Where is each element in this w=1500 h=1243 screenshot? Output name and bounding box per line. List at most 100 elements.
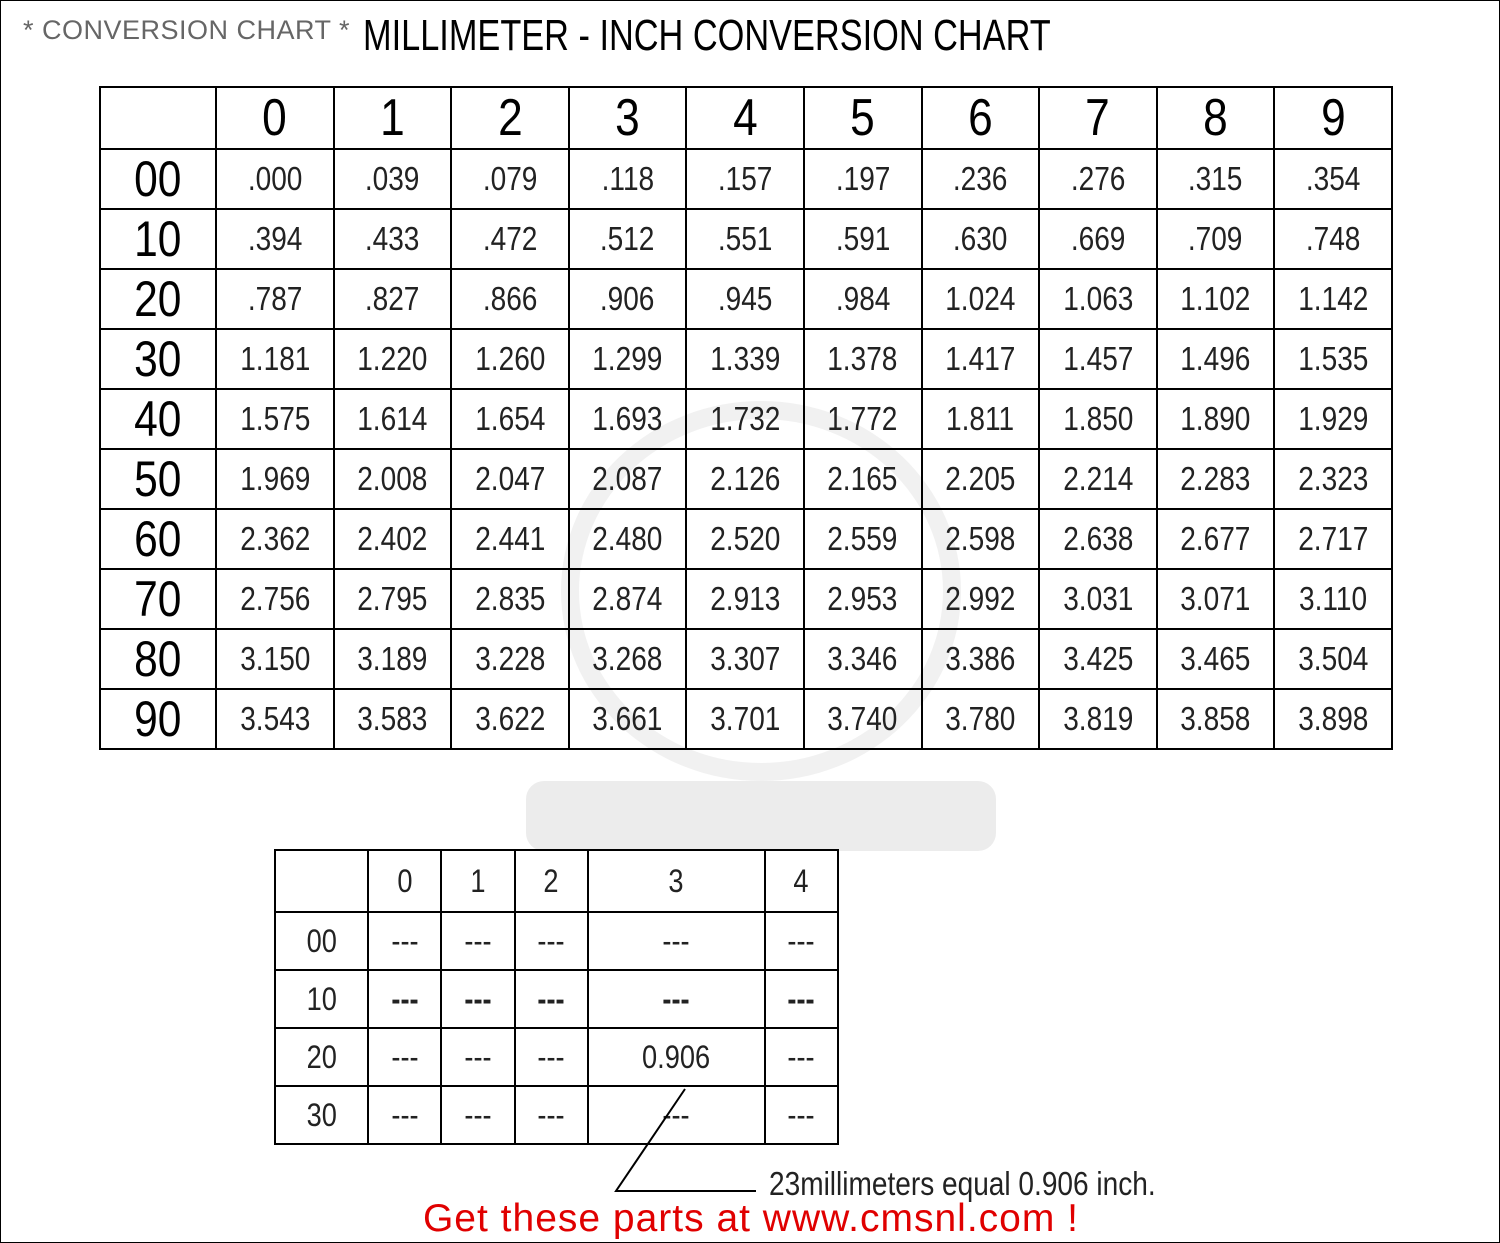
value-cell: 2.795 <box>332 568 453 630</box>
value-cell: 2.677 <box>1155 508 1276 570</box>
column-header: 3 <box>586 849 766 913</box>
value-text: 1.339 <box>710 340 781 377</box>
value-text: .315 <box>1188 160 1243 197</box>
chart-title: MILLIMETER - INCH CONVERSION CHART <box>363 11 1051 60</box>
value-text: 1.378 <box>827 340 898 377</box>
value-text: .472 <box>482 220 538 257</box>
value-cell: 2.874 <box>567 568 688 630</box>
value-cell: 2.835 <box>450 568 570 630</box>
row-label: 10 <box>274 969 369 1029</box>
value-cell: .787 <box>215 268 335 330</box>
row-label-text: 30 <box>134 331 182 387</box>
value-cell: 3.110 <box>1273 568 1393 630</box>
value-cell: 1.772 <box>802 388 923 450</box>
row-label: 90 <box>99 688 217 750</box>
value-cell: 3.150 <box>215 628 335 690</box>
value-text: 2.598 <box>945 520 1016 557</box>
row-label-text: 90 <box>134 691 182 747</box>
value-text: .157 <box>717 160 773 197</box>
value-cell: .984 <box>802 268 923 330</box>
value-cell: .709 <box>1155 208 1276 270</box>
promo-link[interactable]: Get these parts at www.cmsnl.com ! <box>422 1197 1080 1240</box>
value-cell: .866 <box>450 268 570 330</box>
value-cell: .079 <box>450 148 570 210</box>
value-cell: .669 <box>1038 208 1158 270</box>
example-table: 0 1 2 3 4 00 --- --- --- --- --- 10 --- --- --- --- --- 2… <box>274 849 840 1145</box>
value-cell: --- <box>366 969 443 1029</box>
value-text: --- <box>391 1096 419 1133</box>
value-cell: --- <box>366 911 443 971</box>
value-cell: 2.047 <box>450 448 570 510</box>
value-cell: 1.024 <box>920 268 1041 330</box>
corner-cell <box>99 86 217 150</box>
value-text: .000 <box>247 160 303 197</box>
value-text: --- <box>662 980 690 1017</box>
column-header: 8 <box>1155 86 1276 150</box>
value-text: 2.165 <box>827 460 898 497</box>
value-text: .945 <box>717 280 773 317</box>
value-cell: 1.260 <box>450 328 570 390</box>
value-text: 3.898 <box>1298 700 1369 737</box>
value-text: --- <box>787 980 815 1017</box>
value-text: .787 <box>247 280 303 317</box>
value-cell: 1.614 <box>332 388 453 450</box>
column-header: 2 <box>513 849 589 913</box>
row-label: 10 <box>99 208 217 270</box>
column-header: 4 <box>685 86 805 150</box>
value-cell: .945 <box>685 268 805 330</box>
value-cell: 3.425 <box>1038 628 1158 690</box>
value-cell: .472 <box>450 208 570 270</box>
column-header-label: 9 <box>1320 89 1346 147</box>
value-cell: 2.441 <box>450 508 570 570</box>
value-text: --- <box>464 922 492 959</box>
value-text: 0.906 <box>642 1038 711 1075</box>
column-header-label: 3 <box>615 89 640 147</box>
value-text: 3.740 <box>827 700 898 737</box>
value-text: 2.717 <box>1298 520 1369 557</box>
value-text: --- <box>464 1096 492 1133</box>
table-row: 30 1.181 1.220 1.260 1.299 1.339 1.378 1.417 1.4… <box>99 328 1393 390</box>
value-cell: 1.417 <box>920 328 1041 390</box>
value-text: 2.402 <box>357 520 428 557</box>
value-cell: .118 <box>567 148 688 210</box>
value-cell: --- <box>763 969 840 1029</box>
value-text: 2.008 <box>357 460 428 497</box>
table-row: 70 2.756 2.795 2.835 2.874 2.913 2.953 2.992 3.0… <box>99 568 1393 630</box>
value-cell: --- <box>586 969 766 1029</box>
table-row: 80 3.150 3.189 3.228 3.268 3.307 3.346 3.386 3.4… <box>99 628 1393 690</box>
row-label-text: 70 <box>134 571 182 627</box>
value-text: 2.835 <box>474 580 546 617</box>
value-cell: 1.693 <box>567 388 688 450</box>
value-text: 2.283 <box>1180 460 1251 497</box>
value-text: .709 <box>1188 220 1243 257</box>
value-text: .984 <box>835 280 891 317</box>
value-cell: --- <box>586 911 766 971</box>
column-header-label: 6 <box>968 89 993 147</box>
value-text: --- <box>662 922 690 959</box>
value-cell: 1.850 <box>1038 388 1158 450</box>
table-row: 20 .787 .827 .866 .906 .945 .984 1.024 1.063 1.10… <box>99 268 1393 330</box>
value-cell: 0.906 <box>586 1027 766 1087</box>
value-text: .354 <box>1305 160 1361 197</box>
value-text: --- <box>787 1096 815 1133</box>
value-text: 3.504 <box>1298 640 1369 677</box>
value-cell: .551 <box>685 208 805 270</box>
value-text: 3.268 <box>592 640 663 677</box>
value-text: .630 <box>953 220 1008 257</box>
row-label-text: 10 <box>306 980 337 1017</box>
value-text: --- <box>464 980 492 1017</box>
value-text: 3.346 <box>827 640 898 677</box>
row-label-text: 00 <box>306 922 337 959</box>
row-label-text: 30 <box>306 1096 337 1133</box>
value-text: --- <box>391 922 419 959</box>
value-cell: 3.504 <box>1273 628 1393 690</box>
value-cell: 3.228 <box>450 628 570 690</box>
row-label: 50 <box>99 448 217 510</box>
value-text: 1.614 <box>357 400 428 437</box>
value-text: .276 <box>1070 160 1126 197</box>
row-label: 70 <box>99 568 217 630</box>
row-label: 80 <box>99 628 217 690</box>
column-header-label: 4 <box>793 862 809 899</box>
row-label-text: 40 <box>134 391 182 447</box>
